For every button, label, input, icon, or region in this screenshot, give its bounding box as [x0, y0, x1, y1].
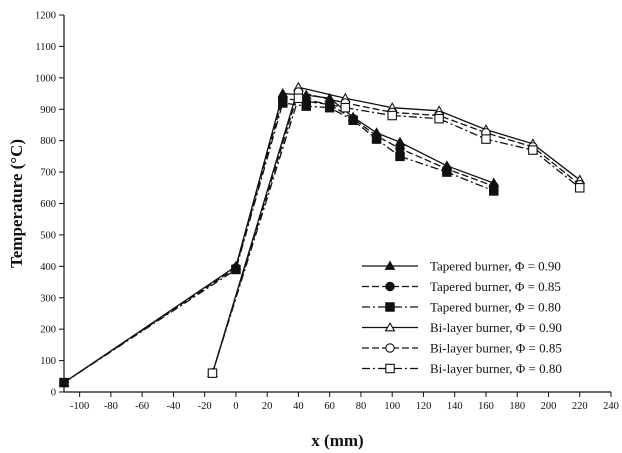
- legend-entry-1: Tapered burner, Φ = 0.90: [362, 259, 561, 274]
- series-6: [207, 93, 585, 378]
- legend-entry-4: Bi-layer burner, Φ = 0.90: [362, 320, 562, 335]
- y-tick-label: 400: [40, 262, 56, 273]
- legend-marker: [385, 302, 395, 312]
- series-line: [211, 86, 581, 374]
- y-tick-label: 1200: [35, 11, 56, 22]
- series-line: [63, 92, 495, 384]
- legend-entry-5: Bi-layer burner, Φ = 0.85: [362, 341, 562, 356]
- data-point: [481, 134, 491, 144]
- y-tick-label: 300: [40, 293, 56, 304]
- x-tick-label: 40: [293, 401, 304, 412]
- legend-label: Bi-layer burner, Φ = 0.90: [430, 320, 562, 335]
- legend-label: Bi-layer burner, Φ = 0.80: [430, 361, 562, 376]
- data-point: [293, 93, 304, 104]
- data-point: [574, 183, 585, 193]
- x-tick-label: -80: [104, 401, 118, 412]
- legend: Tapered burner, Φ = 0.90 Tapered burner, …: [362, 259, 562, 376]
- legend-label: Tapered burner, Φ = 0.90: [430, 259, 561, 274]
- plot-axes: [63, 15, 611, 393]
- axis-ticks: -100 -80 -60 -40 -20 0 20 40 60 80 100 120 140 160 180…: [35, 11, 619, 413]
- x-tick-label: -40: [166, 401, 180, 412]
- y-tick-label: 200: [40, 325, 56, 336]
- y-tick-label: 1100: [35, 42, 56, 53]
- y-tick-label: 600: [40, 199, 56, 210]
- data-point: [301, 101, 311, 111]
- x-tick-label: 80: [356, 401, 367, 412]
- y-tick-label: 900: [40, 105, 56, 116]
- series-3: [59, 98, 499, 388]
- x-tick-label: 20: [262, 401, 273, 412]
- series-layer: [58, 81, 586, 388]
- y-tick-label: 0: [51, 388, 56, 399]
- x-axis-title: x (mm): [311, 431, 363, 450]
- data-point: [340, 102, 351, 113]
- x-tick-label: 220: [572, 401, 588, 412]
- legend-marker: [385, 363, 395, 374]
- y-tick-label: 700: [40, 168, 56, 179]
- data-point: [395, 151, 405, 162]
- legend-label: Bi-layer burner, Φ = 0.85: [430, 341, 562, 356]
- data-point: [348, 115, 358, 125]
- x-tick-label: 240: [603, 401, 619, 412]
- x-tick-label: 200: [541, 401, 557, 412]
- legend-entry-6: Bi-layer burner, Φ = 0.80: [362, 361, 562, 376]
- legend-marker: [384, 321, 396, 332]
- y-tick-label: 500: [40, 230, 56, 241]
- series-line: [211, 97, 581, 374]
- data-point: [434, 113, 444, 124]
- data-point: [231, 264, 241, 275]
- data-point: [278, 98, 288, 108]
- x-tick-label: -100: [70, 401, 89, 412]
- series-line: [211, 91, 581, 374]
- legend-marker: [385, 343, 395, 353]
- x-tick-label: 160: [478, 401, 494, 412]
- x-tick-label: 120: [416, 401, 432, 412]
- data-point: [387, 110, 397, 121]
- x-tick-label: 140: [447, 401, 463, 412]
- data-point: [528, 145, 538, 155]
- legend-marker: [385, 281, 395, 292]
- data-point: [489, 186, 499, 196]
- series-line: [63, 102, 495, 384]
- data-point: [371, 134, 382, 144]
- data-point: [59, 377, 69, 388]
- data-point: [324, 102, 335, 113]
- data-point: [395, 143, 405, 154]
- x-tick-label: 100: [384, 401, 400, 412]
- x-tick-label: 0: [233, 401, 238, 412]
- legend-label: Tapered burner, Φ = 0.85: [430, 279, 561, 294]
- y-tick-label: 100: [40, 356, 56, 367]
- data-point: [207, 368, 218, 378]
- legend-label: Tapered burner, Φ = 0.80: [430, 300, 561, 315]
- x-tick-label: -60: [135, 401, 149, 412]
- x-tick-label: -20: [198, 401, 212, 412]
- legend-marker: [384, 260, 396, 270]
- x-tick-label: 180: [509, 401, 525, 412]
- data-point: [442, 167, 452, 177]
- legend-entry-3: Tapered burner, Φ = 0.80: [362, 300, 561, 315]
- y-tick-label: 800: [40, 136, 56, 147]
- y-axis-title: Temperature (°C): [7, 139, 26, 268]
- legend-entry-2: Tapered burner, Φ = 0.85: [362, 279, 561, 294]
- y-tick-label: 1000: [35, 73, 56, 84]
- x-tick-label: 60: [324, 401, 335, 412]
